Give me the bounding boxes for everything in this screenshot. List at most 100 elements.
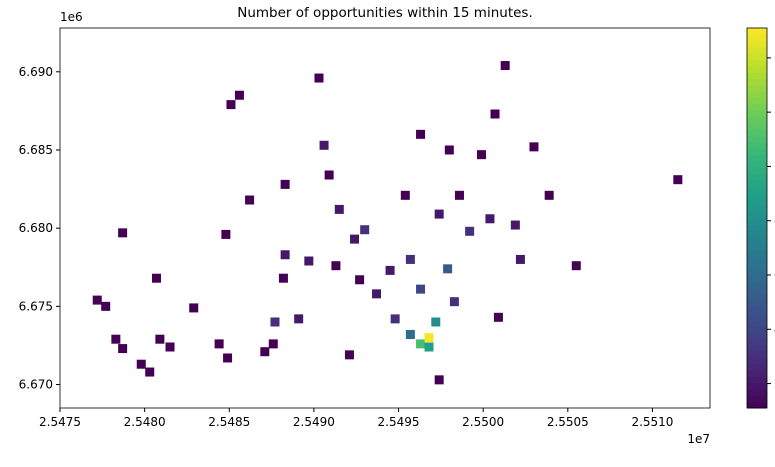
x-tick-label: 2.5485: [208, 415, 250, 429]
colorbar-segment: [747, 262, 767, 270]
cell: [416, 284, 426, 294]
cell: [92, 295, 102, 305]
colorbar-segment: [747, 275, 767, 282]
colorbar-segment: [747, 268, 767, 276]
cell: [360, 225, 370, 235]
colorbar-segment: [747, 180, 767, 187]
cell: [416, 129, 426, 139]
colorbar-segment: [747, 85, 767, 92]
cell: [424, 333, 434, 343]
cell: [226, 100, 236, 110]
cell: [304, 256, 314, 266]
colorbar-segment: [747, 370, 767, 377]
x-tick-label: 2.5495: [378, 415, 420, 429]
colorbar-segment: [747, 161, 767, 168]
colorbar-segment: [747, 363, 767, 371]
x-tick-label: 2.5510: [631, 415, 673, 429]
colorbar-segment: [747, 53, 767, 61]
colorbar-segment: [747, 167, 767, 175]
colorbar-segment: [747, 199, 767, 206]
colorbar-segment: [747, 344, 767, 352]
axes-frame: [59, 27, 711, 409]
colorbar-segment: [747, 382, 767, 390]
cell: [434, 209, 444, 219]
colorbar-segment: [747, 59, 767, 67]
colorbar-segment: [747, 129, 767, 137]
cell: [189, 303, 199, 313]
cell: [431, 317, 441, 327]
cell: [324, 170, 334, 180]
cell: [454, 190, 464, 200]
colorbar-segment: [747, 91, 767, 99]
colorbar-segment: [747, 66, 767, 73]
cell: [145, 367, 155, 377]
cell: [385, 265, 395, 275]
cell: [331, 261, 341, 271]
colorbar-frame: [746, 27, 768, 409]
colorbar-segment: [747, 319, 767, 327]
colorbar-segment: [747, 154, 767, 162]
y-tick-label: 6.685: [19, 143, 53, 157]
colorbar-segment: [747, 287, 767, 295]
colorbar-segment: [747, 243, 767, 251]
cell: [544, 190, 554, 200]
cell: [268, 339, 278, 349]
cell: [673, 175, 683, 185]
cell: [278, 273, 288, 283]
colorbar-segment: [747, 47, 767, 54]
x-offset-label: 1e7: [687, 432, 710, 446]
cell: [515, 254, 525, 264]
colorbar-segment: [747, 294, 767, 301]
cell: [118, 344, 128, 354]
x-tick-label: 2.5505: [547, 415, 589, 429]
colorbar-segment: [747, 325, 767, 333]
cell: [155, 334, 165, 344]
colorbar-segment: [747, 135, 767, 143]
cell: [424, 342, 434, 352]
cell: [500, 61, 510, 71]
cell: [476, 150, 486, 160]
cell: [314, 73, 324, 83]
x-tick-label: 2.5480: [124, 415, 166, 429]
cell: [344, 350, 354, 360]
cell: [111, 334, 121, 344]
cell: [319, 140, 329, 150]
colorbar-segment: [747, 142, 767, 149]
chart-title: Number of opportunities within 15 minute…: [237, 5, 533, 21]
cell: [280, 179, 290, 189]
cell: [270, 317, 280, 327]
colorbar-segment: [747, 72, 767, 80]
colorbar-segment: [747, 401, 767, 409]
cell: [136, 359, 146, 369]
cell: [493, 312, 503, 322]
colorbar-segment: [747, 351, 767, 358]
cell: [372, 289, 382, 299]
cell: [245, 195, 255, 205]
x-tick-label: 2.5500: [462, 415, 504, 429]
cell: [416, 339, 426, 349]
colorbar-segment: [747, 34, 767, 42]
colorbar-segment: [747, 230, 767, 238]
colorbar-segment: [747, 306, 767, 314]
cell: [165, 342, 175, 352]
cell: [444, 145, 454, 155]
cell: [350, 234, 360, 244]
cell: [260, 347, 270, 357]
cell: [234, 90, 244, 100]
cell: [223, 353, 233, 363]
colorbar-segment: [747, 300, 767, 308]
cell: [465, 226, 475, 236]
cell: [280, 250, 290, 260]
colorbar-segment: [747, 110, 767, 118]
cell: [434, 375, 444, 385]
cell: [294, 314, 304, 324]
cell: [485, 214, 495, 224]
plot-area: [60, 28, 710, 408]
colorbar-segment: [747, 40, 767, 48]
colorbar-segment: [747, 249, 767, 257]
y-tick-label: 6.690: [19, 65, 53, 79]
cell: [510, 220, 520, 230]
cell: [400, 190, 410, 200]
colorbar-segment: [747, 123, 767, 130]
